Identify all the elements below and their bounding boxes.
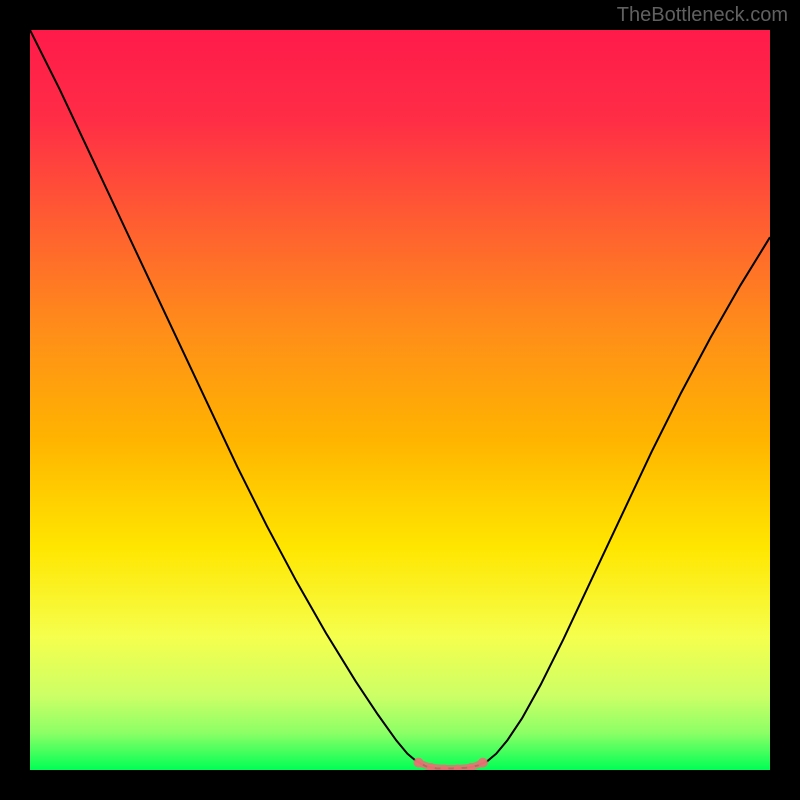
chart-background <box>30 30 770 770</box>
bottleneck-chart <box>30 30 770 770</box>
chart-svg <box>30 30 770 770</box>
watermark-text: TheBottleneck.com <box>617 4 788 27</box>
